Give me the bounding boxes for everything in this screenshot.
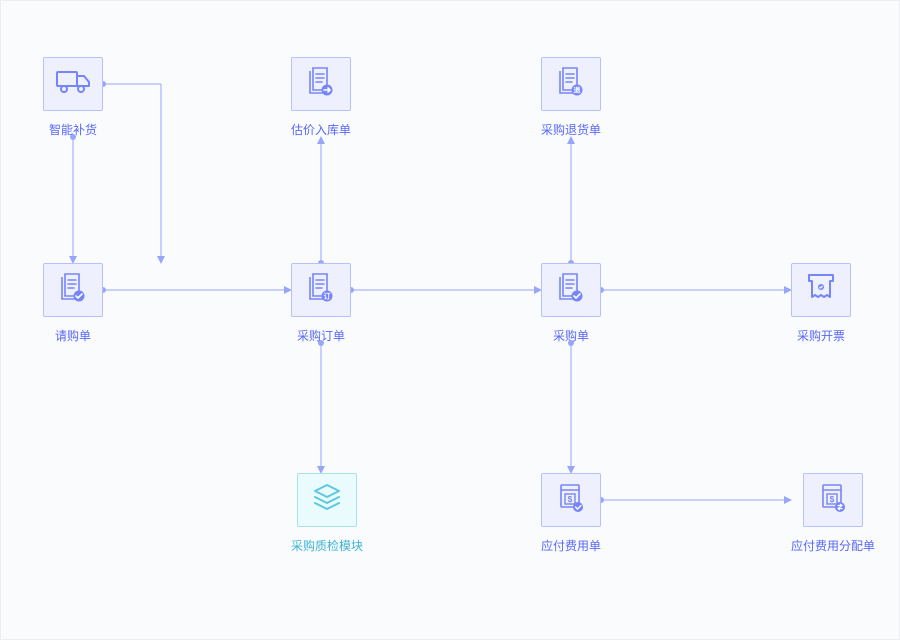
doc-return-icon: 退 (556, 66, 586, 103)
svg-text:退: 退 (574, 85, 581, 94)
doc-check-icon (58, 272, 88, 309)
doc-money-icon: $ (556, 482, 586, 519)
node-label-requisition: 请购单 (55, 327, 91, 344)
node-box-order[interactable]: 订 (291, 263, 351, 317)
node-box-qc[interactable] (297, 473, 357, 527)
node-box-purchase[interactable] (541, 263, 601, 317)
node-label-alloc: 应付费用分配单 (791, 537, 875, 554)
node-replenish: 智能补货 (43, 57, 103, 138)
node-label-purchase: 采购单 (553, 327, 589, 344)
node-box-requisition[interactable] (43, 263, 103, 317)
node-order: 订采购订单 (291, 263, 351, 344)
doc-check-icon (556, 272, 586, 309)
receipt-icon (806, 272, 836, 309)
svg-text:订: 订 (324, 291, 331, 300)
node-label-payable: 应付费用单 (541, 537, 601, 554)
doc-arrow-icon (306, 66, 336, 103)
node-label-replenish: 智能补货 (49, 121, 97, 138)
node-box-return[interactable]: 退 (541, 57, 601, 111)
node-alloc: $ 应付费用分配单 (791, 473, 875, 554)
truck-icon (56, 69, 90, 100)
node-box-replenish[interactable] (43, 57, 103, 111)
node-label-invoice: 采购开票 (797, 327, 845, 344)
edge-layer (1, 1, 900, 641)
node-qc: 采购质检模块 (291, 473, 363, 554)
node-payable: $ 应付费用单 (541, 473, 601, 554)
node-box-estimate[interactable] (291, 57, 351, 111)
doc-split-icon: $ (818, 482, 848, 519)
node-return: 退采购退货单 (541, 57, 601, 138)
node-box-alloc[interactable]: $ (803, 473, 863, 527)
node-box-payable[interactable]: $ (541, 473, 601, 527)
node-invoice: 采购开票 (791, 263, 851, 344)
node-estimate: 估价入库单 (291, 57, 351, 138)
node-requisition: 请购单 (43, 263, 103, 344)
node-label-qc: 采购质检模块 (291, 537, 363, 554)
svg-text:$: $ (568, 495, 573, 504)
node-label-order: 采购订单 (297, 327, 345, 344)
node-box-invoice[interactable] (791, 263, 851, 317)
stack-icon (311, 483, 343, 518)
doc-order-icon: 订 (306, 272, 336, 309)
node-purchase: 采购单 (541, 263, 601, 344)
node-label-estimate: 估价入库单 (291, 121, 351, 138)
svg-text:$: $ (830, 495, 835, 504)
node-label-return: 采购退货单 (541, 121, 601, 138)
diagram-canvas: 智能补货 估价入库单 退采购退货单 请购单 订采购订单 采购单 采购开票采购质检模… (0, 0, 900, 640)
